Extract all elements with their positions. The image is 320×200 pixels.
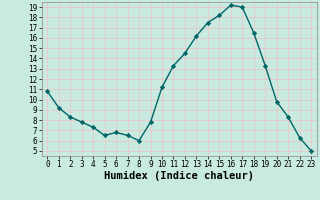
X-axis label: Humidex (Indice chaleur): Humidex (Indice chaleur) xyxy=(104,171,254,181)
